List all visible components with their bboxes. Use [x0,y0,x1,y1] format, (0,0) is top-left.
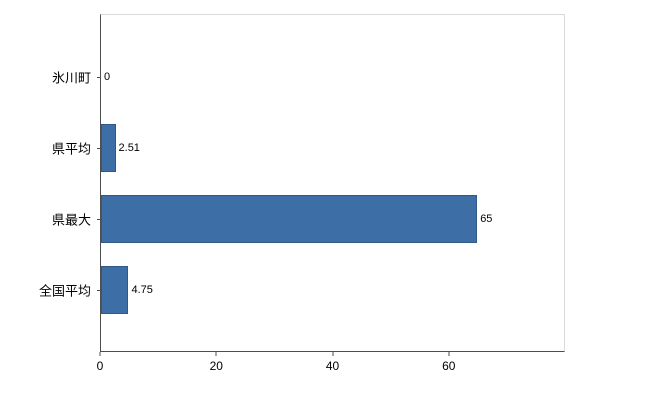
x-tick-mark [215,352,217,356]
chart-row: 全国平均 4.75 [39,254,564,325]
value-label: 2.51 [118,141,140,154]
plot-area: 氷川町 0 県平均 2.51 県最大 65 全国平均 4.75 [39,14,565,352]
value-label: 65 [480,212,493,225]
bar [101,123,116,172]
bar [101,194,478,243]
category-tick [97,218,101,220]
chart-row: 氷川町 0 [52,41,564,112]
x-tick-label: 40 [325,359,340,373]
x-tick-label: 60 [442,359,456,373]
value-label: 4.75 [131,283,153,296]
x-axis: 0 20 40 60 [96,352,565,376]
x-tick-mark [448,352,450,356]
bar [101,265,129,314]
category-tick [97,289,101,291]
category-label: 全国平均 [38,283,91,298]
category-label: 県平均 [51,141,91,156]
category-label: 県最大 [51,212,91,227]
value-label: 0 [104,70,111,83]
chart-row: 県最大 65 [52,183,564,254]
x-tick-label: 0 [96,359,104,373]
chart-row: 県平均 2.51 [52,112,564,183]
category-tick [97,147,101,149]
category-label: 氷川町 [51,70,91,85]
category-tick [97,76,101,78]
x-tick-label: 20 [209,359,223,373]
bar-rows: 氷川町 0 県平均 2.51 県最大 65 全国平均 4.75 [39,15,564,351]
x-tick-mark [99,352,101,356]
x-tick-mark [332,352,333,356]
